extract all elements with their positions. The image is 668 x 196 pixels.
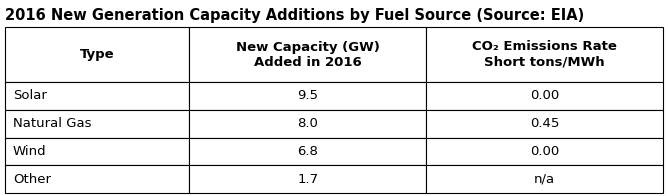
Text: Wind: Wind: [13, 145, 47, 158]
Text: 2016 New Generation Capacity Additions by Fuel Source (Source: EIA): 2016 New Generation Capacity Additions b…: [5, 8, 584, 23]
Bar: [5, 138, 189, 165]
Text: 0.00: 0.00: [530, 89, 559, 102]
Text: 6.8: 6.8: [297, 145, 318, 158]
Text: Natural Gas: Natural Gas: [13, 117, 92, 130]
Text: Type: Type: [79, 48, 114, 61]
Bar: [189, 27, 426, 82]
Text: 0.00: 0.00: [530, 145, 559, 158]
Bar: [5, 165, 189, 193]
Text: n/a: n/a: [534, 173, 555, 186]
Bar: [5, 110, 189, 138]
Bar: [426, 27, 663, 82]
Text: 8.0: 8.0: [297, 117, 318, 130]
Bar: [426, 138, 663, 165]
Bar: [5, 82, 189, 110]
Bar: [189, 110, 426, 138]
Bar: [426, 110, 663, 138]
Bar: [189, 138, 426, 165]
Text: New Capacity (GW)
Added in 2016: New Capacity (GW) Added in 2016: [236, 41, 379, 68]
Bar: [189, 165, 426, 193]
Text: 0.45: 0.45: [530, 117, 559, 130]
Text: 1.7: 1.7: [297, 173, 318, 186]
Bar: [426, 82, 663, 110]
Bar: [426, 165, 663, 193]
Bar: [5, 27, 189, 82]
Bar: [189, 82, 426, 110]
Text: Other: Other: [13, 173, 51, 186]
Text: CO₂ Emissions Rate
Short tons/MWh: CO₂ Emissions Rate Short tons/MWh: [472, 41, 617, 68]
Text: 9.5: 9.5: [297, 89, 318, 102]
Text: Solar: Solar: [13, 89, 47, 102]
